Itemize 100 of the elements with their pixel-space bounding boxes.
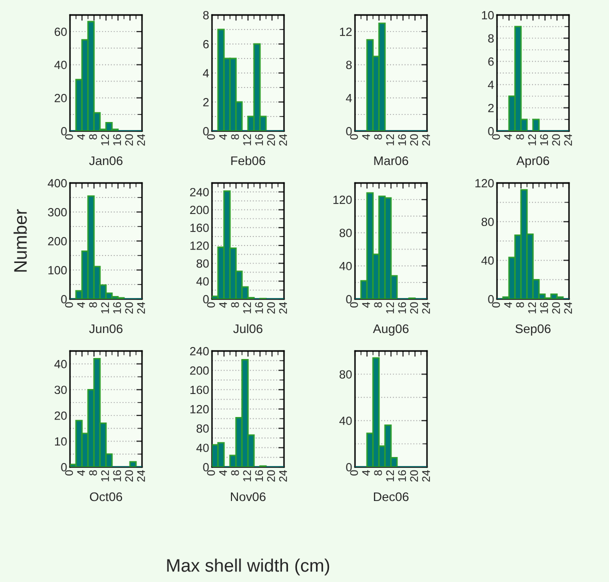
x-tick-label: 4 (504, 134, 512, 140)
y-tick-label: 80 (482, 218, 494, 226)
text: Jan06 (89, 156, 122, 166)
x-tick-label: 16 (255, 134, 263, 146)
text: Mar06 (374, 156, 408, 166)
y-tick-label: 40 (54, 60, 67, 70)
x-tick-label: 0 (65, 134, 73, 140)
x-tick-label: 12 (386, 470, 394, 482)
x-tick-label: 0 (492, 134, 500, 140)
x-tick-label: 8 (89, 470, 97, 476)
x-tick-label: 20 (552, 302, 560, 314)
text: Nov06 (230, 492, 266, 502)
y-tick-label: 40 (196, 277, 209, 286)
x-tick-label: 16 (398, 134, 406, 146)
y-tick-label: 4 (488, 80, 494, 89)
x-tick-label: 8 (231, 470, 239, 476)
y-tick-label: 10 (54, 437, 67, 446)
y-tick-label: 2 (488, 104, 494, 112)
x-tick-label: 24 (422, 134, 430, 146)
x-tick-label: 24 (137, 134, 145, 146)
y-tick-label: 200 (48, 237, 67, 246)
y-tick-label: 8 (346, 60, 352, 70)
x-tick-label: 24 (279, 302, 287, 314)
y-tick-label: 160 (190, 224, 209, 232)
text: Aug06 (372, 324, 409, 336)
text: Oct06 (90, 492, 122, 502)
x-tick-label: 16 (540, 134, 548, 146)
y-tick-label: 4 (202, 69, 209, 78)
y-tick-label: 20 (54, 94, 67, 102)
y-tick-label: 80 (340, 370, 352, 379)
text: Apr06 (516, 156, 550, 168)
x-tick-label: 8 (231, 302, 239, 308)
x-tick-label: 4 (362, 302, 370, 308)
x-tick-label: 20 (125, 302, 133, 314)
y-tick-label: 80 (196, 259, 209, 268)
y-tick-label: 12 (340, 28, 352, 36)
y-tick-label: 6 (488, 57, 494, 66)
x-tick-label: 20 (125, 470, 133, 482)
y-tick-label: 40 (481, 256, 494, 265)
y-tick-label: 2 (203, 98, 209, 106)
x-tick-label: 8 (374, 134, 382, 140)
text: Feb06 (231, 156, 266, 166)
x-tick-label: 8 (89, 134, 97, 140)
x-tick-label: 0 (65, 470, 73, 476)
x-tick-label: 24 (422, 470, 430, 482)
x-tick-label: 16 (113, 470, 121, 482)
y-tick-label: 8 (488, 34, 494, 43)
y-tick-label: 40 (339, 416, 352, 425)
x-tick-label: 8 (516, 302, 524, 308)
x-tick-label: 20 (410, 134, 418, 146)
x-tick-label: 4 (219, 302, 227, 308)
y-tick-label: 6 (203, 40, 209, 48)
x-tick-label: 12 (386, 302, 394, 314)
x-tick-label: 0 (350, 302, 358, 308)
y-axis-title: Number (14, 209, 27, 272)
x-tick-label: 12 (243, 470, 251, 482)
y-tick-label: 10 (482, 11, 494, 20)
x-tick-label: 16 (113, 134, 121, 146)
x-tick-label: 12 (243, 302, 251, 314)
x-tick-label: 8 (374, 470, 382, 476)
y-tick-label: 160 (190, 386, 209, 394)
x-tick-label: 4 (362, 470, 370, 476)
text: Dec06 (374, 492, 409, 502)
x-tick-label: 24 (564, 134, 572, 146)
x-tick-label: 4 (77, 470, 85, 476)
y-tick-label: 120 (190, 241, 209, 250)
y-tick-label: 80 (196, 424, 209, 433)
x-tick-label: 20 (410, 470, 418, 482)
x-tick-label: 12 (386, 134, 394, 146)
y-tick-label: 300 (48, 208, 67, 216)
y-tick-label: 120 (333, 196, 352, 204)
y-tick-label: 120 (190, 405, 209, 414)
y-tick-label: 8 (203, 11, 209, 20)
x-tick-label: 20 (410, 302, 418, 314)
x-tick-label: 0 (65, 302, 73, 308)
y-tick-label: 80 (340, 228, 352, 238)
y-tick-label: 200 (190, 366, 209, 375)
x-tick-label: 0 (492, 302, 500, 308)
y-tick-label: 4 (346, 94, 352, 102)
x-tick-label: 8 (374, 302, 382, 308)
x-tick-label: 0 (207, 470, 215, 476)
x-tick-label: 20 (552, 134, 560, 146)
y-tick-label: 400 (48, 179, 67, 188)
text: Jun06 (89, 324, 122, 334)
x-tick-label: 12 (101, 302, 109, 314)
y-tick-label: 240 (190, 188, 209, 196)
x-tick-label: 4 (77, 134, 85, 140)
x-tick-label: 0 (350, 134, 358, 140)
x-tick-label: 4 (219, 470, 227, 476)
x-tick-label: 12 (528, 134, 536, 146)
x-tick-label: 4 (362, 134, 370, 140)
x-tick-label: 16 (113, 302, 121, 314)
x-tick-label: 4 (77, 302, 85, 308)
x-tick-label: 4 (219, 134, 227, 140)
x-tick-label: 24 (137, 302, 145, 314)
y-tick-label: 100 (48, 266, 67, 274)
y-tick-label: 40 (196, 444, 209, 452)
x-tick-label: 16 (255, 302, 263, 314)
y-tick-label: 40 (54, 360, 67, 368)
x-tick-label: 4 (504, 302, 512, 308)
